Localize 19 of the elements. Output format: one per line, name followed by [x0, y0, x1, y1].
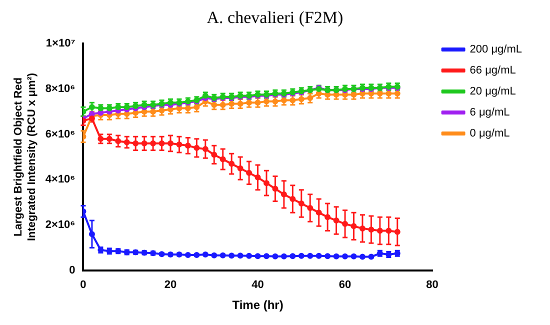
- x-tick-label: 80: [426, 279, 438, 292]
- y-tick-label: 8×10⁶: [45, 82, 76, 95]
- x-tick-label: 40: [252, 279, 264, 292]
- y-axis-title: Largest Brightfield Object Red Integrated Intensity (RCU x μm²): [12, 72, 38, 242]
- x-axis-title: Time (hr): [232, 298, 284, 312]
- y-tick-label: 2×10⁶: [45, 219, 76, 232]
- y-tick-label: 0: [69, 264, 76, 276]
- x-tick-label: 20: [164, 279, 177, 292]
- x-tick-label: 60: [338, 279, 352, 292]
- legend-label: 20 μg/mL: [470, 86, 516, 98]
- y-tick-label: 6×10⁶: [45, 128, 76, 140]
- y-tick-label: 1×10⁷: [46, 38, 76, 50]
- legend-label: 0 μg/mL: [470, 128, 510, 140]
- legend-label: 66 μg/mL: [470, 64, 516, 77]
- chart-title: A. chevalieri (F2M): [206, 8, 344, 29]
- y-tick-label: 4×10⁶: [45, 174, 76, 186]
- legend-label: 200 μg/mL: [470, 44, 522, 56]
- legend-label: 6 μg/mL: [470, 106, 510, 119]
- x-tick-label: 0: [80, 279, 86, 292]
